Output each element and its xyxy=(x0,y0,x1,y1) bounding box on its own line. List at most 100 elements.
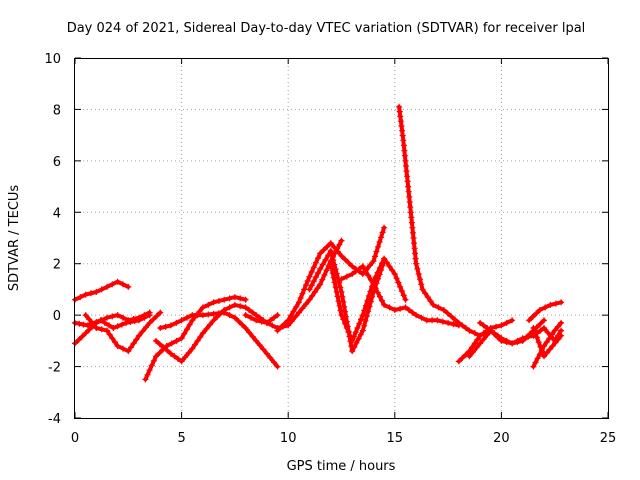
data-point xyxy=(333,288,340,295)
data-point xyxy=(541,325,547,331)
data-point xyxy=(98,326,105,333)
data-point xyxy=(349,271,356,277)
data-point xyxy=(173,319,180,326)
series-arc-1 xyxy=(72,278,132,303)
data-point xyxy=(359,271,366,277)
data-point xyxy=(410,235,417,241)
data-point xyxy=(299,305,306,312)
data-point xyxy=(309,292,316,299)
data-point xyxy=(189,317,196,324)
data-point xyxy=(178,358,185,365)
data-point xyxy=(546,335,553,342)
data-point xyxy=(267,355,274,361)
data-point xyxy=(413,312,420,319)
data-point xyxy=(269,322,276,329)
data-point xyxy=(549,331,555,338)
data-point xyxy=(402,296,409,303)
data-point xyxy=(237,295,244,302)
data-point xyxy=(308,268,315,275)
data-point xyxy=(274,312,281,319)
data-point xyxy=(290,308,297,315)
data-point xyxy=(367,288,374,295)
data-point xyxy=(185,349,192,356)
data-point xyxy=(338,312,345,319)
data-point xyxy=(215,298,222,304)
data-point xyxy=(235,318,242,325)
data-point xyxy=(120,314,126,321)
x-tick-label: 20 xyxy=(493,431,510,446)
data-point xyxy=(167,322,174,329)
data-point xyxy=(558,327,565,334)
data-point xyxy=(123,319,130,326)
data-point xyxy=(415,271,422,277)
data-point xyxy=(340,316,347,323)
data-point xyxy=(552,339,559,346)
data-point xyxy=(379,297,385,304)
data-point xyxy=(249,333,256,340)
data-point xyxy=(558,299,565,306)
data-point xyxy=(310,278,317,285)
data-point xyxy=(308,282,315,289)
data-point xyxy=(343,325,350,331)
data-point xyxy=(417,276,423,283)
data-point xyxy=(199,304,206,311)
data-point xyxy=(349,348,356,355)
data-point xyxy=(537,327,544,334)
data-point xyxy=(168,340,175,347)
series-trace xyxy=(397,104,483,338)
data-point xyxy=(412,250,419,257)
data-point xyxy=(535,339,542,346)
data-point xyxy=(434,317,441,324)
data-point xyxy=(349,263,356,270)
data-point xyxy=(503,339,510,346)
series-arc-7 xyxy=(157,309,281,370)
data-point xyxy=(205,301,212,308)
data-point xyxy=(484,325,491,331)
x-tick-label: 5 xyxy=(177,431,185,446)
data-point xyxy=(175,355,181,362)
data-point xyxy=(403,168,410,175)
data-point xyxy=(401,147,408,154)
data-point xyxy=(409,224,416,231)
y-tick-label: 6 xyxy=(53,155,61,170)
data-point xyxy=(471,340,478,347)
data-point xyxy=(514,337,521,344)
data-point xyxy=(393,275,400,282)
data-point xyxy=(354,325,361,331)
data-point xyxy=(452,316,458,323)
data-point xyxy=(337,307,344,314)
data-point xyxy=(414,265,421,272)
data-point xyxy=(412,255,419,262)
axis-ticks: 0 5 10 15 20 25 -4 -2 0 2 4 6 8 10 xyxy=(44,52,616,446)
data-point xyxy=(484,331,491,338)
data-point xyxy=(342,256,349,263)
data-point xyxy=(148,362,155,369)
data-point xyxy=(375,243,381,250)
data-point xyxy=(534,355,541,362)
data-point xyxy=(319,261,326,268)
data-point xyxy=(106,322,113,329)
data-point xyxy=(306,273,313,280)
data-point xyxy=(555,336,562,343)
data-point xyxy=(80,321,87,328)
data-point xyxy=(350,333,357,340)
data-point xyxy=(136,332,142,339)
data-point xyxy=(242,325,249,331)
data-point xyxy=(471,330,478,337)
data-point xyxy=(391,271,398,277)
data-point xyxy=(400,137,407,144)
data-point xyxy=(427,298,434,304)
data-point xyxy=(101,319,108,326)
data-point xyxy=(493,323,500,330)
data-point xyxy=(364,297,371,304)
y-tick-label: -4 xyxy=(48,412,61,427)
data-point xyxy=(203,325,210,332)
data-point xyxy=(328,265,335,272)
data-point xyxy=(474,336,481,343)
data-point xyxy=(381,255,388,262)
data-point xyxy=(477,340,484,347)
data-point xyxy=(409,309,416,316)
data-point xyxy=(353,339,360,346)
data-point xyxy=(406,193,413,200)
data-point xyxy=(88,290,94,297)
